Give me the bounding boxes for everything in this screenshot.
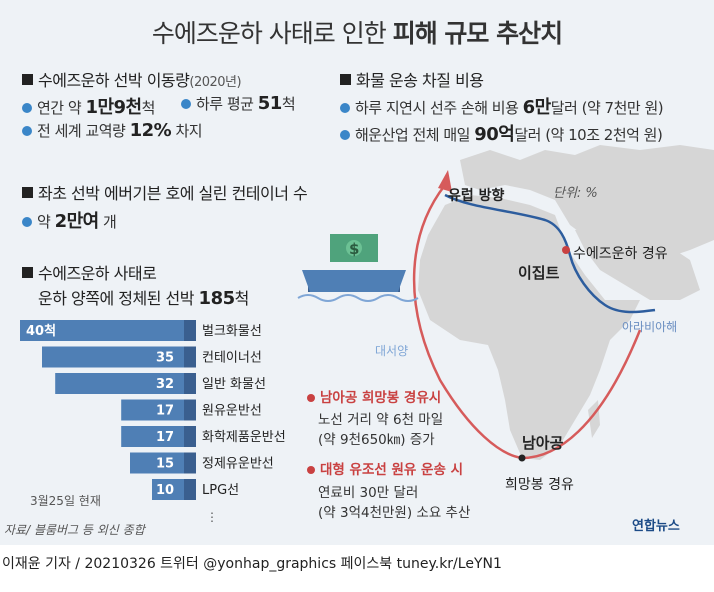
- bar-shade: [184, 373, 196, 394]
- cape-route-distance-km: (약 9천650㎞) 증가: [318, 432, 435, 448]
- suez-trade-share: 전 세계 교역량 12% 차지: [22, 120, 203, 141]
- bar-category-label: 벌크화물선: [202, 324, 262, 339]
- bar-shade: [184, 320, 196, 341]
- footer: [0, 545, 714, 592]
- bar-value-label: 35: [156, 351, 174, 366]
- bar-category-label: LPG선: [202, 483, 239, 498]
- svg-text:$: $: [349, 240, 359, 258]
- arabian-sea-label: 아라비아해: [622, 320, 678, 334]
- bar-shade: [184, 426, 196, 447]
- africa-landmass: [418, 195, 640, 460]
- bar-shade: [184, 479, 196, 500]
- cape-route-head: 남아공 희망봉 경유시: [307, 386, 441, 406]
- arabia-landmass: [575, 225, 700, 300]
- cape-route: [412, 184, 642, 460]
- suez-marker: [562, 246, 570, 254]
- yonhap-logo: 연합뉴스: [632, 519, 680, 534]
- bar: [121, 399, 196, 421]
- suez-annual-traffic: 연간 약 1만9천척: [22, 93, 155, 119]
- atlantic-label: 대서양: [375, 344, 409, 358]
- section-shipping-cost-head: 화물 운송 차질 비용: [340, 67, 484, 91]
- bar-value-label: 17: [156, 404, 174, 419]
- unit-label: 단위: %: [553, 186, 598, 201]
- tanker-fuel-cost: 연료비 30만 달러: [318, 485, 419, 501]
- source-note: 자료/ 블룸버그 등 외신 종합: [4, 523, 145, 537]
- bar-value-label: 40척: [26, 323, 56, 339]
- page-title: 수에즈운하 사태로 인한 피해 규모 추산치: [151, 19, 563, 48]
- bar-chart: 40척 벌크화물선 35 컨테이너선 32 일반 화물선 17 원유운반선 17 화학제품운반선 1…: [20, 320, 286, 500]
- industry-daily-cost: 해운산업 전체 매일 90억달러 (약 10조 2천억 원): [340, 120, 663, 146]
- bar: [55, 373, 197, 394]
- section-container-count-head: 좌초 선박 에버기븐 호에 실린 컨테이너 수: [22, 180, 308, 204]
- bar-shade: [184, 452, 196, 474]
- south-africa-label: 남아공: [522, 434, 564, 452]
- bar-shade: [184, 399, 196, 421]
- container-count: 약 2만여 개: [22, 207, 117, 233]
- bar-category-label: 정제유운반선: [202, 457, 274, 472]
- section-suez-traffic-head: 수에즈운하 선박 이동량(2020년): [22, 67, 242, 91]
- tanker-head: 대형 유조선 원유 운송 시: [307, 458, 463, 478]
- footer-credit: 이재윤 기자 / 20210326 트위터 @yonhap_graphics 페…: [2, 556, 502, 572]
- bar-category-label: 원유운반선: [202, 404, 262, 419]
- bar: [20, 320, 196, 341]
- daily-delay-cost: 하루 지연시 선주 손해 비용 6만달러 (약 7천만 원): [340, 93, 664, 119]
- bar: [121, 426, 196, 447]
- tanker-fuel-cost-krw: (약 3억4천만원) 소요 추산: [318, 505, 471, 521]
- bar-value-label: 32: [156, 377, 174, 392]
- date-note: 3월25일 현재: [30, 494, 101, 508]
- bar-value-label: 15: [156, 457, 174, 472]
- ship-illustration: $: [297, 234, 419, 302]
- bar-value-label: 17: [156, 430, 174, 445]
- cape-marker: [518, 454, 526, 462]
- suez-daily-traffic: 하루 평균 51척: [181, 93, 296, 114]
- bar-shade: [184, 346, 196, 368]
- section-stranded-ships-head: 수에즈운하 사태로: [22, 260, 157, 284]
- egypt-label: 이집트: [518, 264, 560, 282]
- cape-label: 희망봉 경유: [505, 477, 574, 493]
- ellipsis: ⋮: [206, 510, 218, 524]
- bar-category-label: 컨테이너선: [202, 351, 262, 366]
- route-arrowhead: [438, 170, 452, 192]
- stranded-ships-total: 운하 양쪽에 정체된 선박 185척: [38, 288, 249, 309]
- europe-label: 유럽 방향: [448, 188, 505, 204]
- cape-route-distance: 노선 거리 약 6천 마일: [318, 412, 444, 428]
- bar-category-label: 화학제품운반선: [202, 430, 286, 445]
- map: $ 40척 벌크화물선 35 컨테이너선 32 일반 화물선 17 원유운반선 17 화학제품운반…: [20, 145, 714, 500]
- bar-value-label: 10: [156, 483, 174, 498]
- bar: [42, 346, 196, 368]
- bar: [130, 452, 196, 474]
- suez-label: 수에즈운하 경유: [573, 246, 668, 262]
- bar-category-label: 일반 화물선: [202, 377, 266, 392]
